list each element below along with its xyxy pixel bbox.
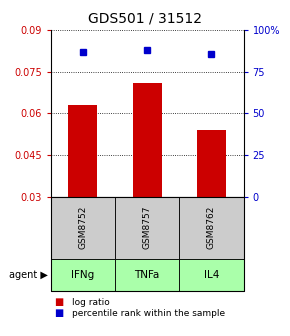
Text: TNFa: TNFa	[135, 270, 160, 280]
Text: GSM8762: GSM8762	[207, 206, 216, 249]
Text: IL4: IL4	[204, 270, 219, 280]
Bar	[133, 83, 162, 197]
Text: log ratio: log ratio	[72, 298, 110, 307]
Text: GSM8757: GSM8757	[143, 206, 152, 249]
Bar	[68, 105, 97, 197]
Text: ■: ■	[54, 297, 63, 307]
Text: ■: ■	[54, 308, 63, 319]
Text: GDS501 / 31512: GDS501 / 31512	[88, 12, 202, 26]
Text: agent ▶: agent ▶	[9, 270, 48, 280]
Text: GSM8752: GSM8752	[78, 206, 87, 249]
Bar	[197, 130, 226, 197]
Text: IFNg: IFNg	[71, 270, 95, 280]
Text: percentile rank within the sample: percentile rank within the sample	[72, 309, 226, 318]
